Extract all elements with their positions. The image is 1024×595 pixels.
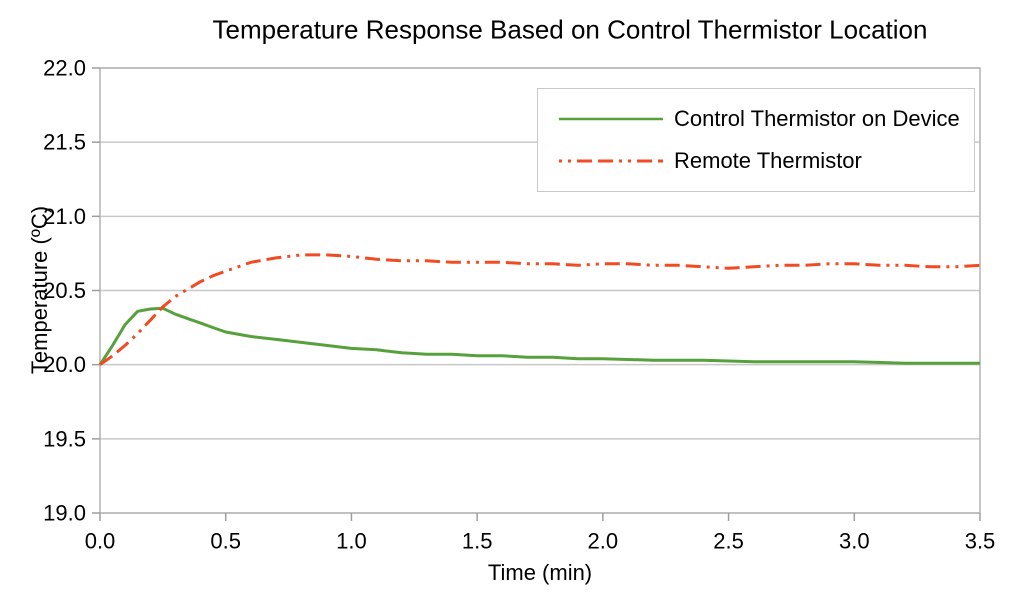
x-axis-title: Time (min) (487, 560, 593, 585)
control-thermistor-line-swatch (559, 117, 663, 120)
svg-text:19.5: 19.5 (43, 426, 86, 451)
svg-text:1.0: 1.0 (336, 529, 367, 554)
chart-title: Temperature Response Based on Control Th… (212, 14, 928, 45)
svg-text:19.0: 19.0 (43, 501, 86, 526)
axis-ticks (92, 67, 981, 521)
legend-item-control-thermistor: Control Thermistor on Device (559, 106, 974, 132)
legend-label-control-thermistor: Control Thermistor on Device (674, 105, 960, 131)
legend-label-remote-thermistor: Remote Thermistor (674, 148, 862, 174)
svg-text:22.0: 22.0 (43, 56, 86, 81)
legend: Control Thermistor on Device Remote Ther… (537, 88, 975, 192)
svg-text:21.0: 21.0 (43, 204, 86, 229)
series-line-1 (99, 253, 981, 366)
y-tick-labels: 19.0 19.5 20.0 20.5 21.0 21.5 22.0 (43, 56, 86, 526)
svg-text:2.0: 2.0 (588, 529, 619, 554)
legend-item-remote-thermistor: Remote Thermistor (559, 148, 974, 174)
svg-text:20.0: 20.0 (43, 352, 86, 377)
svg-text:0.0: 0.0 (85, 529, 116, 554)
series-line-0 (98, 306, 980, 366)
remote-thermistor-line-swatch (559, 159, 663, 163)
svg-text:3.0: 3.0 (839, 529, 870, 554)
svg-text:1.5: 1.5 (462, 529, 493, 554)
x-tick-labels: 0.0 0.5 1.0 1.5 2.0 2.5 3.0 3.5 (85, 529, 996, 554)
svg-text:3.5: 3.5 (965, 529, 996, 554)
svg-text:0.5: 0.5 (210, 529, 241, 554)
svg-text:21.5: 21.5 (43, 130, 86, 155)
svg-text:2.5: 2.5 (713, 529, 744, 554)
svg-text:20.5: 20.5 (43, 278, 86, 303)
